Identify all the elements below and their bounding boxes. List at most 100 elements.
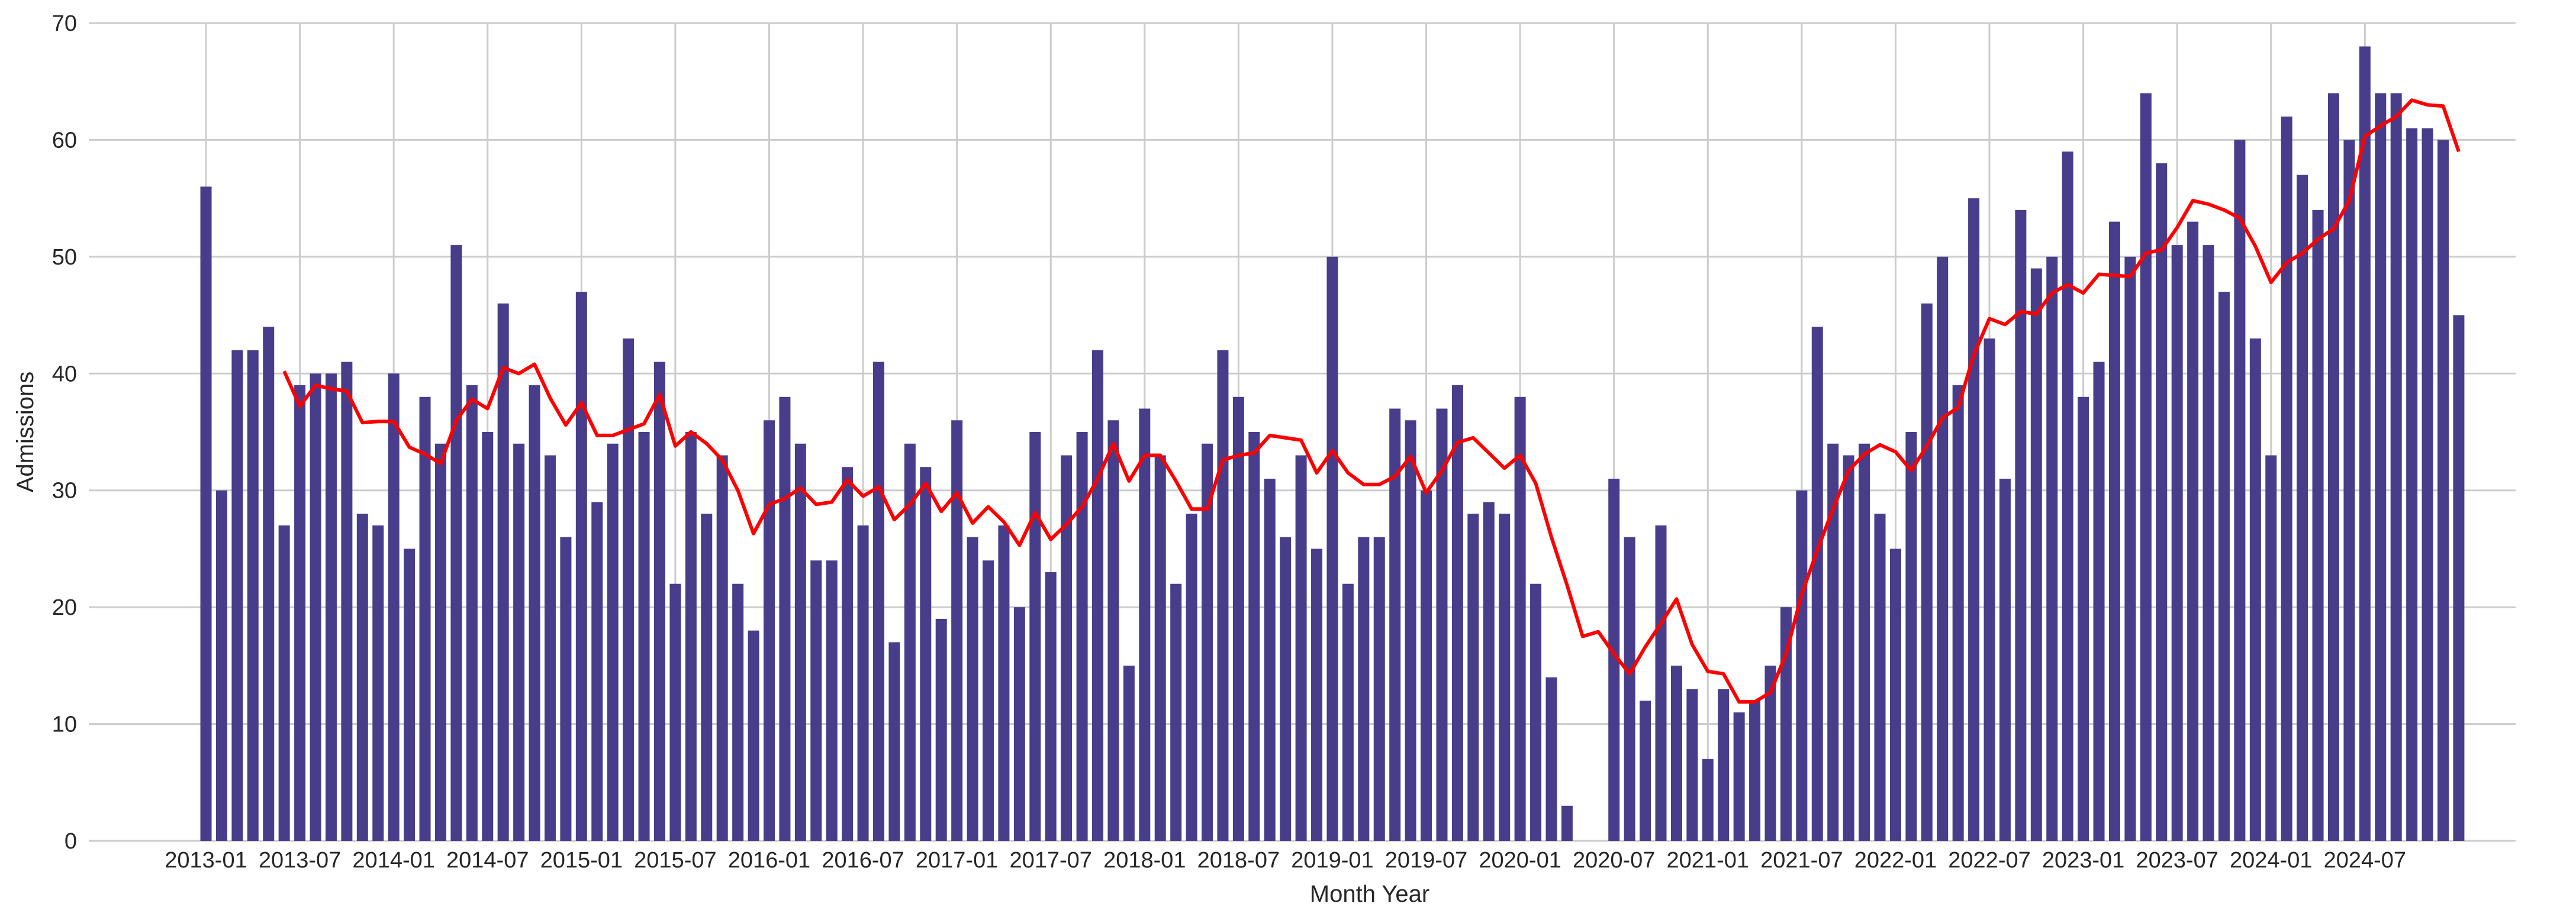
bar [1640,701,1651,841]
x-tick-label: 2017-01 [916,848,998,873]
bar [1905,432,1917,841]
bar [1170,583,1182,841]
bar [1999,478,2011,841]
bar [419,396,431,841]
bar [2453,315,2465,841]
bar [1358,537,1370,841]
bar [1874,514,1886,841]
bar [1624,537,1635,841]
bar [1718,689,1730,841]
bar [2265,455,2277,841]
bar [669,583,681,841]
bar [2171,245,2183,841]
bar [341,362,353,841]
bar [716,455,728,841]
bar [1139,408,1151,841]
bar [215,490,227,841]
bar [1983,338,1995,841]
bar [1451,385,1463,841]
bar [951,420,963,841]
bar [1295,455,1307,841]
bar [888,642,900,841]
bar [701,514,713,841]
bar [482,432,494,841]
bar [200,186,212,841]
x-tick-label: 2021-07 [1760,848,1843,873]
bar [591,502,603,841]
bar [638,432,650,841]
bar [2218,292,2230,841]
bar [2390,93,2402,841]
y-axis-label: Admissions [12,372,38,493]
bar [2187,221,2199,841]
bar [2124,256,2136,841]
bar [857,525,869,841]
bar [794,443,806,841]
bar [294,385,306,841]
y-tick-label: 60 [52,128,77,153]
bar [1248,432,1260,841]
bar [1045,572,1057,841]
bar [1076,432,1088,841]
bar [2078,396,2089,841]
y-tick-label: 20 [52,595,77,620]
bar [1796,490,1808,841]
bar [2093,362,2105,841]
moving-average-line [282,98,2461,704]
bar [967,537,978,841]
x-tick-label: 2013-01 [165,848,247,873]
bar [434,443,446,841]
y-tick-label: 40 [52,362,77,386]
y-tick-label: 0 [65,829,77,854]
bar [779,396,791,841]
bar [1326,256,1338,841]
bar [2062,151,2073,841]
bar [310,373,321,841]
bar [278,525,290,841]
bar [1733,712,1745,841]
bar [1655,525,1667,841]
bar [1373,537,1385,841]
bar [1514,396,1526,841]
bar [2030,268,2042,841]
bar [1232,396,1244,841]
x-tick-label: 2020-01 [1479,848,1561,873]
bar [1061,455,1073,841]
bar [2312,209,2324,841]
x-tick-label: 2023-01 [2042,848,2124,873]
bar [1843,455,1854,841]
bar [1405,420,1416,841]
x-tick-label: 2018-07 [1197,848,1280,873]
bar [904,443,916,841]
bar [466,385,478,841]
y-tick-label: 10 [52,712,77,737]
bar [1013,607,1025,841]
bar [1342,583,1354,841]
x-tick-label: 2015-07 [634,848,716,873]
bar [2046,256,2058,841]
bar [983,560,994,841]
bar [748,630,759,841]
bar [1483,502,1495,841]
bar [2140,93,2152,841]
bar [404,549,416,841]
bar [1186,514,1197,841]
bar [685,432,697,841]
bar [1311,549,1323,841]
bar [1749,701,1761,841]
bar [2203,245,2214,841]
bar [920,467,932,841]
bar [1264,478,1276,841]
bar [826,560,838,841]
bar [2249,338,2261,841]
bar-series [200,46,2465,841]
bar [356,514,368,841]
bar [1780,607,1792,841]
x-tick-label: 2021-01 [1667,848,1749,873]
x-tick-label: 2022-01 [1854,848,1937,873]
x-tick-label: 2018-01 [1103,848,1186,873]
bar [1029,432,1041,841]
x-tick-label: 2024-07 [2324,848,2406,873]
bar [1968,198,1980,841]
